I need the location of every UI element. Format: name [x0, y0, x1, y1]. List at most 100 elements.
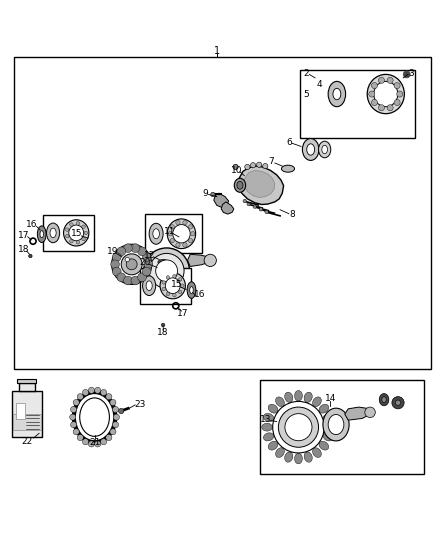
Text: 2: 2: [304, 69, 309, 78]
Text: 9: 9: [202, 189, 208, 198]
Circle shape: [73, 429, 79, 435]
Ellipse shape: [276, 448, 284, 457]
Circle shape: [117, 273, 126, 281]
Ellipse shape: [170, 238, 174, 243]
Circle shape: [110, 429, 116, 435]
Circle shape: [211, 192, 215, 197]
Ellipse shape: [76, 240, 80, 244]
Polygon shape: [345, 407, 371, 420]
Circle shape: [71, 407, 77, 413]
Circle shape: [403, 71, 410, 78]
Ellipse shape: [155, 260, 177, 282]
Ellipse shape: [50, 228, 56, 238]
Circle shape: [204, 254, 216, 266]
Circle shape: [396, 400, 401, 405]
Ellipse shape: [70, 239, 73, 243]
Polygon shape: [221, 202, 234, 214]
Ellipse shape: [322, 146, 328, 154]
Text: 21: 21: [89, 438, 100, 447]
Ellipse shape: [394, 83, 400, 88]
Ellipse shape: [160, 272, 185, 299]
Text: 12: 12: [145, 251, 155, 260]
Polygon shape: [214, 193, 229, 207]
Circle shape: [110, 399, 116, 406]
Ellipse shape: [126, 259, 137, 270]
Circle shape: [95, 387, 101, 393]
Circle shape: [119, 408, 124, 414]
Circle shape: [251, 163, 256, 168]
Bar: [300, 70, 416, 138]
Text: 8: 8: [290, 211, 295, 220]
Circle shape: [70, 414, 76, 420]
Circle shape: [257, 162, 262, 167]
Ellipse shape: [167, 219, 196, 248]
Ellipse shape: [70, 223, 73, 227]
Ellipse shape: [166, 292, 170, 296]
Bar: [145, 214, 201, 253]
Text: 18: 18: [18, 245, 29, 254]
Text: 5: 5: [304, 90, 309, 99]
Circle shape: [138, 247, 146, 256]
Circle shape: [113, 407, 119, 413]
Ellipse shape: [65, 228, 69, 231]
Circle shape: [125, 257, 130, 262]
Ellipse shape: [190, 287, 193, 294]
Ellipse shape: [191, 231, 195, 236]
Circle shape: [101, 390, 107, 395]
Ellipse shape: [382, 397, 386, 402]
Ellipse shape: [80, 398, 110, 437]
Circle shape: [144, 260, 152, 269]
Text: 16: 16: [26, 220, 38, 229]
Ellipse shape: [187, 282, 196, 298]
Text: 3: 3: [408, 69, 414, 78]
Bar: [141, 268, 191, 304]
Ellipse shape: [176, 243, 180, 247]
Circle shape: [263, 164, 268, 169]
Ellipse shape: [262, 423, 272, 431]
Ellipse shape: [367, 75, 404, 114]
Circle shape: [88, 387, 95, 393]
Ellipse shape: [302, 139, 319, 160]
Circle shape: [247, 203, 251, 206]
Bar: [16, 403, 25, 419]
Ellipse shape: [313, 448, 321, 457]
Ellipse shape: [371, 100, 378, 106]
Text: 15: 15: [71, 229, 83, 238]
Ellipse shape: [319, 441, 329, 450]
Bar: [14, 57, 431, 369]
Text: 19: 19: [107, 247, 118, 256]
Ellipse shape: [180, 284, 184, 287]
Circle shape: [161, 323, 165, 327]
Ellipse shape: [285, 452, 293, 462]
Ellipse shape: [37, 226, 46, 243]
Circle shape: [101, 439, 107, 445]
Circle shape: [392, 397, 404, 409]
Bar: [43, 215, 94, 251]
Ellipse shape: [165, 278, 180, 294]
Circle shape: [243, 199, 247, 203]
Polygon shape: [239, 166, 284, 205]
Ellipse shape: [323, 414, 333, 422]
Ellipse shape: [46, 223, 60, 243]
Text: 7: 7: [268, 157, 274, 166]
Ellipse shape: [82, 225, 85, 229]
Ellipse shape: [294, 391, 302, 401]
Ellipse shape: [234, 179, 246, 192]
Ellipse shape: [153, 229, 159, 239]
Text: 22: 22: [21, 437, 32, 446]
Ellipse shape: [371, 83, 378, 88]
Ellipse shape: [158, 260, 168, 265]
Ellipse shape: [394, 100, 400, 106]
Circle shape: [142, 267, 151, 276]
Ellipse shape: [143, 276, 155, 295]
Ellipse shape: [285, 414, 312, 441]
Ellipse shape: [378, 77, 385, 83]
Bar: [19, 383, 35, 391]
Ellipse shape: [146, 281, 152, 290]
Ellipse shape: [40, 231, 43, 238]
Text: 10: 10: [231, 166, 242, 175]
Circle shape: [95, 441, 101, 447]
Bar: [12, 391, 42, 437]
Ellipse shape: [149, 223, 163, 244]
Ellipse shape: [323, 408, 349, 441]
